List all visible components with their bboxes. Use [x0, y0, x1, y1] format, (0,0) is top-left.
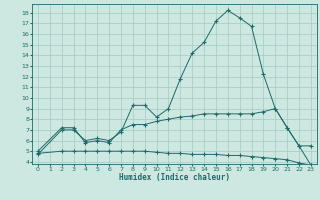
X-axis label: Humidex (Indice chaleur): Humidex (Indice chaleur) [119, 173, 230, 182]
